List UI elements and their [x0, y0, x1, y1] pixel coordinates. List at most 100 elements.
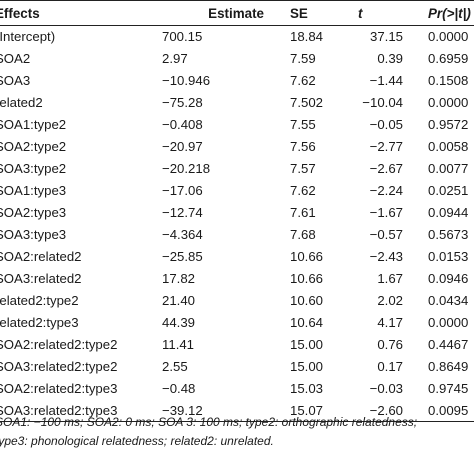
cell-effect: SOA2:type3: [0, 205, 67, 220]
table-row: SOA2:type2 −20.97 7.56 −2.77 0.0058: [0, 136, 474, 158]
cell-se: 7.55: [290, 117, 316, 132]
table-row: (Intercept) 700.15 18.84 37.15 0.0000: [0, 26, 474, 48]
cell-t: −0.57: [369, 227, 403, 242]
cell-effect: SOA2:related2: [0, 249, 82, 264]
table-row: SOA2:related2:type3 −0.48 15.03 −0.03 0.9745: [0, 378, 474, 400]
cell-t: −10.04: [362, 95, 403, 110]
regression-table: Effects Estimate SE t Pr(>|t|) (Intercep…: [0, 0, 474, 422]
table-row: SOA1:type2 −0.408 7.55 −0.05 0.9572: [0, 114, 474, 136]
cell-effect: SOA3:related2:type2: [0, 359, 118, 374]
cell-se: 7.62: [290, 73, 316, 88]
cell-p-value: 0.9745: [428, 381, 469, 396]
cell-se: 10.64: [290, 315, 324, 330]
header-se: SE: [290, 5, 308, 21]
cell-se: 7.62: [290, 183, 316, 198]
cell-effect: SOA3:type2: [0, 161, 67, 176]
cell-estimate: −25.85: [162, 249, 203, 264]
cell-p-value: 0.0944: [428, 205, 469, 220]
cell-p-value: 0.0000: [428, 95, 469, 110]
cell-p-value: 0.0251: [428, 183, 469, 198]
table-row: SOA3:related2:type3 −39.12 15.07 −2.60 0.009…: [0, 400, 474, 422]
cell-effect: related2:type3: [0, 315, 79, 330]
cell-estimate: −39.12: [162, 402, 203, 418]
table-row: SOA1:type3 −17.06 7.62 −2.24 0.0251: [0, 180, 474, 202]
cell-estimate: 2.97: [162, 51, 188, 66]
cell-se: 7.57: [290, 161, 316, 176]
cell-estimate: −75.28: [162, 95, 203, 110]
cell-p-value: 0.4467: [428, 337, 469, 352]
table-body: (Intercept) 700.15 18.84 37.15 0.0000 SOA2 2.9…: [0, 26, 474, 422]
cell-t: 37.15: [369, 29, 403, 45]
cell-se: 15.03: [290, 381, 324, 396]
cell-effect: SOA3: [0, 73, 31, 88]
regression-table-container: Effects Estimate SE t Pr(>|t|) (Intercep…: [0, 0, 474, 422]
cell-t: 0.76: [377, 337, 403, 352]
table-row: SOA3:related2 17.82 10.66 1.67 0.0946: [0, 268, 474, 290]
cell-estimate: −10.946: [162, 73, 211, 88]
cell-p-value: 0.0095: [428, 402, 469, 418]
table-row: SOA3:type3 −4.364 7.68 −0.57 0.5673: [0, 224, 474, 246]
footnote-line-1: SOA1: −100 ms; SOA2: 0 ms; SOA 3: 100 ms…: [0, 415, 418, 429]
cell-t: −1.67: [369, 205, 403, 220]
cell-p-value: 0.6959: [428, 51, 469, 66]
header-estimate: Estimate: [208, 5, 264, 21]
cell-p-value: 0.0153: [428, 249, 469, 264]
table-header: Effects Estimate SE t Pr(>|t|): [0, 0, 474, 26]
cell-effect: SOA3:type3: [0, 227, 67, 242]
cell-effect: related2:type2: [0, 293, 79, 308]
cell-estimate: −0.48: [162, 381, 196, 396]
cell-estimate: 11.41: [162, 337, 195, 352]
cell-effect: SOA2:related2:type2: [0, 337, 118, 352]
cell-p-value: 0.9572: [428, 117, 469, 132]
cell-se: 10.60: [290, 293, 324, 308]
cell-estimate: −12.74: [162, 205, 203, 220]
table-row: SOA2:related2 −25.85 10.66 −2.43 0.0153: [0, 246, 474, 268]
cell-p-value: 0.1508: [428, 73, 469, 88]
cell-estimate: 17.82: [162, 271, 196, 286]
cell-se: 7.68: [290, 227, 316, 242]
cell-t: −2.77: [369, 139, 403, 154]
cell-p-value: 0.0946: [428, 271, 469, 286]
cell-t: −0.05: [369, 117, 403, 132]
cell-se: 15.07: [290, 402, 324, 418]
cell-t: −2.24: [369, 183, 403, 198]
cell-effect: SOA2:related2:type3: [0, 381, 118, 396]
cell-estimate: −0.408: [162, 117, 203, 132]
header-effects: Effects: [0, 5, 40, 21]
cell-effect: SOA2:type2: [0, 139, 67, 154]
cell-estimate: 700.15: [162, 29, 203, 45]
cell-se: 7.56: [290, 139, 316, 154]
cell-se: 18.84: [290, 29, 324, 45]
cell-estimate: 44.39: [162, 315, 196, 330]
cell-effect: related2: [0, 95, 43, 110]
cell-estimate: −20.218: [162, 161, 211, 176]
cell-t: 2.02: [377, 293, 403, 308]
cell-p-value: 0.0058: [428, 139, 469, 154]
table-row: related2:type2 21.40 10.60 2.02 0.0434: [0, 290, 474, 312]
cell-effect: SOA3:related2:type3: [0, 402, 118, 418]
cell-t: −2.43: [369, 249, 403, 264]
footnote-line-2: type3: phonological relatedness; related…: [0, 434, 274, 448]
cell-p-value: 0.0077: [428, 161, 469, 176]
header-row: Effects Estimate SE t Pr(>|t|): [0, 0, 474, 26]
table-row: SOA3:related2:type2 2.55 15.00 0.17 0.8649: [0, 356, 474, 378]
cell-t: −2.67: [369, 161, 403, 176]
cell-t: 0.17: [377, 359, 403, 374]
table-row: SOA2:related2:type2 11.41 15.00 0.76 0.4467: [0, 334, 474, 356]
cell-se: 10.66: [290, 271, 324, 286]
table-footnote: SOA1: −100 ms; SOA2: 0 ms; SOA 3: 100 ms…: [0, 413, 474, 451]
cell-t: −0.03: [369, 381, 403, 396]
cell-t: 4.17: [377, 315, 403, 330]
cell-t: 1.67: [377, 271, 403, 286]
table-row: SOA2 2.97 7.59 0.39 0.6959: [0, 48, 474, 70]
table-row: related2 −75.28 7.502 −10.04 0.0000: [0, 92, 474, 114]
header-p-value: Pr(>|t|): [428, 5, 471, 21]
table-row: SOA3 −10.946 7.62 −1.44 0.1508: [0, 70, 474, 92]
cell-se: 10.66: [290, 249, 324, 264]
cell-se: 15.00: [290, 337, 324, 352]
table-row: related2:type3 44.39 10.64 4.17 0.0000: [0, 312, 474, 334]
cell-estimate: −20.97: [162, 139, 203, 154]
cell-estimate: −17.06: [162, 183, 203, 198]
cell-se: 7.502: [290, 95, 324, 110]
cell-p-value: 0.5673: [428, 227, 469, 242]
